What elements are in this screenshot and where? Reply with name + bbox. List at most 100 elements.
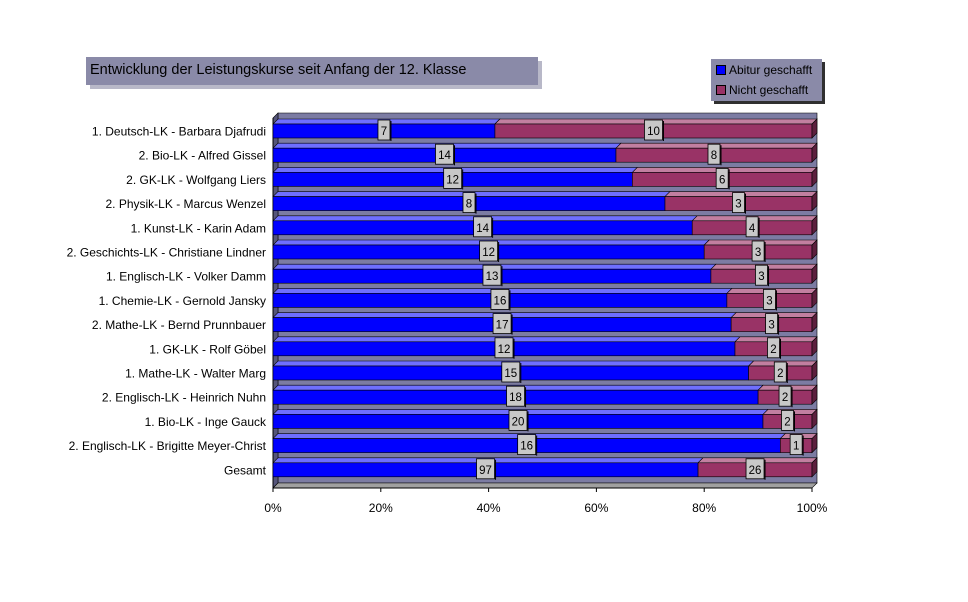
- y-tick-label: 2. Englisch-LK - Heinrich Nuhn: [102, 391, 266, 405]
- data-label-nicht: 3: [755, 247, 761, 259]
- data-label-abitur: 18: [509, 392, 522, 404]
- bar-side-face: [811, 287, 818, 309]
- data-label-nicht: 1: [793, 441, 799, 453]
- legend-item-abitur: Abitur geschafft: [716, 61, 812, 79]
- bar-side-face: [811, 457, 818, 478]
- data-label-box: [479, 240, 499, 262]
- bar-side-face: [811, 142, 818, 163]
- data-label-box: [732, 192, 745, 214]
- y-tick-label: 2. Geschichts-LK - Christiane Lindner: [67, 246, 266, 260]
- chart-title: Entwicklung der Leistungskurse seit Anfa…: [90, 62, 467, 78]
- data-label-box: [778, 385, 792, 407]
- y-tick-label: 1. Mathe-LK - Walter Marg: [125, 367, 266, 381]
- x-tick-label: 40%: [477, 501, 501, 515]
- y-tick-label: 1. GK-LK - Rolf Göbel: [149, 342, 266, 356]
- y-tick-label: 2. GK-LK - Wolfgang Liers: [126, 173, 266, 187]
- y-tick-label: 2. Englisch-LK - Brigitte Meyer-Christ: [69, 439, 267, 453]
- data-label-abitur: 15: [504, 368, 517, 380]
- data-label-box: [482, 264, 502, 286]
- x-tick-label: 60%: [584, 501, 608, 515]
- data-label-abitur: 13: [486, 271, 499, 283]
- data-label-box: [508, 409, 528, 431]
- data-label-abitur: 16: [520, 441, 533, 453]
- y-tick-label: 2. Mathe-LK - Bernd Prunnbauer: [92, 318, 266, 332]
- data-label-nicht: 3: [735, 199, 741, 211]
- data-label-nicht: 10: [647, 126, 660, 138]
- bar-side-face: [811, 239, 818, 260]
- data-label-nicht: 2: [784, 416, 790, 428]
- legend-item-nicht: Nicht geschafft: [716, 81, 808, 99]
- bar-side-face: [811, 408, 818, 430]
- bar-side-face: [811, 190, 818, 212]
- data-label-box: [745, 458, 765, 480]
- data-label-abitur: 16: [494, 295, 507, 307]
- data-label-nicht: 2: [777, 368, 783, 380]
- data-label-abitur: 12: [498, 344, 511, 356]
- data-label-nicht: 6: [719, 174, 725, 186]
- bar-side-face: [811, 336, 818, 357]
- x-tick-label: 80%: [692, 501, 716, 515]
- data-label-box: [492, 313, 512, 335]
- y-tick-label: 1. Kunst-LK - Karin Adam: [131, 221, 266, 235]
- data-label-box: [517, 434, 537, 456]
- data-label-box: [789, 434, 803, 456]
- data-label-box: [494, 337, 514, 359]
- data-label-box: [506, 385, 525, 407]
- data-label-box: [490, 288, 510, 310]
- category-label-layer: 1. Deutsch-LK - Barbara Djafrudi 2. Bio-L…: [67, 125, 267, 478]
- data-label-box: [715, 167, 729, 189]
- legend-swatch-abitur: [716, 65, 726, 75]
- data-label-box: [476, 458, 495, 480]
- x-tick-label: 20%: [369, 501, 393, 515]
- data-label-abitur: 14: [438, 150, 451, 162]
- plot-floor: [272, 482, 818, 489]
- bar-side-face: [811, 215, 818, 236]
- bar-side-face: [811, 432, 818, 454]
- y-tick-label: 2. Physik-LK - Marcus Wenzel: [106, 197, 267, 211]
- data-label-abitur: 8: [466, 199, 472, 211]
- legend-label-abitur: Abitur geschafft: [729, 63, 813, 77]
- data-label-nicht: 3: [758, 271, 764, 283]
- y-tick-label: 1. Deutsch-LK - Barbara Djafrudi: [92, 125, 266, 139]
- y-tick-label: Gesamt: [224, 463, 267, 477]
- data-label-box: [755, 264, 768, 286]
- data-label-box: [751, 240, 765, 262]
- data-label-box: [443, 167, 463, 189]
- x-tick-label: 0%: [264, 501, 282, 515]
- bar-layer: [272, 118, 818, 478]
- data-label-box: [377, 119, 391, 141]
- data-label-abitur: 12: [482, 247, 495, 259]
- data-label-abitur: 20: [512, 416, 525, 428]
- data-label-box: [765, 313, 778, 335]
- data-label-nicht: 4: [749, 223, 756, 235]
- data-label-box: [767, 337, 780, 359]
- y-tick-label: 1. Englisch-LK - Volker Damm: [106, 270, 266, 284]
- legend-swatch-nicht: [716, 85, 726, 95]
- data-label-abitur: 12: [446, 174, 459, 186]
- data-label-abitur: 97: [479, 465, 492, 477]
- bar-side-face: [811, 263, 818, 284]
- data-label-box: [773, 361, 787, 383]
- data-label-nicht: 3: [768, 320, 774, 332]
- legend: Abitur geschafft Nicht geschafft: [711, 59, 822, 101]
- y-tick-label: 2. Bio-LK - Alfred Gissel: [139, 149, 266, 163]
- y-tick-label: 1. Chemie-LK - Gernold Jansky: [99, 294, 266, 308]
- data-label-box: [763, 288, 776, 310]
- bar-side-face: [811, 118, 818, 139]
- x-tick-label: 100%: [797, 501, 828, 515]
- data-label-nicht: 2: [770, 344, 776, 356]
- legend-label-nicht: Nicht geschafft: [729, 83, 809, 97]
- bar-side-face: [811, 384, 818, 405]
- data-label-box: [707, 143, 721, 165]
- bar-side-face: [811, 360, 818, 381]
- data-label-abitur: 7: [381, 126, 387, 138]
- data-label-box: [435, 143, 454, 165]
- bar-side-face: [811, 311, 818, 333]
- chart-title-box: Entwicklung der Leistungskurse seit Anfa…: [86, 57, 538, 85]
- data-label-nicht: 8: [711, 150, 717, 162]
- bar-side-face: [811, 166, 818, 188]
- data-label-box: [644, 119, 663, 141]
- data-label-box: [745, 216, 759, 238]
